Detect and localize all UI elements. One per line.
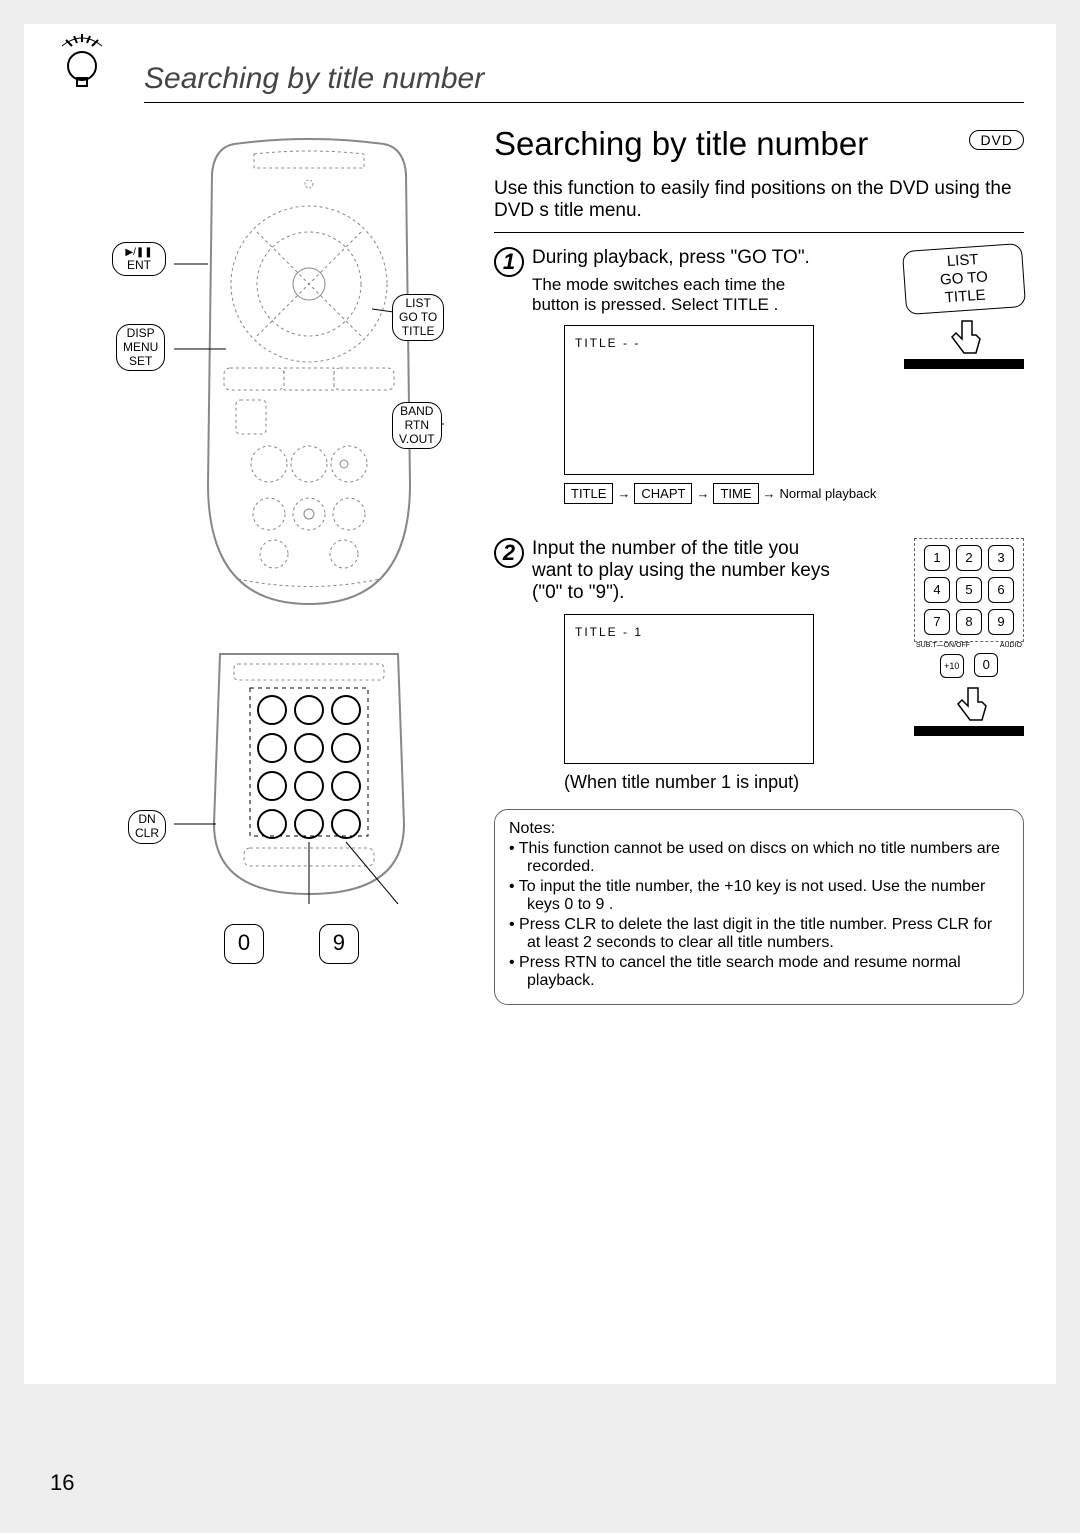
key-nine: 9 (319, 924, 359, 964)
arrow-icon: → (617, 486, 630, 501)
callout-list-goto-title: LIST GO TO TITLE (392, 294, 444, 341)
step-2-heading: Input the number of the title you want t… (532, 538, 842, 604)
step-2: 2 Input the number of the title you want… (494, 538, 1024, 793)
section-intro: Use this function to easily find positio… (494, 178, 1014, 222)
step-1-number: 1 (494, 247, 524, 277)
screen-1-text: TITLE - - (575, 336, 640, 350)
right-column: Searching by title number DVD Use this f… (494, 124, 1024, 1005)
hand-cursor-icon (948, 684, 992, 728)
arrow-icon: → (763, 486, 776, 501)
note-item: Press CLR to delete the last digit in th… (509, 916, 1009, 952)
note-item: Press RTN to cancel the title search mod… (509, 954, 1009, 990)
callout-dn-clr: DN CLR (128, 810, 166, 844)
section-rule (494, 232, 1024, 233)
key-zero: 0 (224, 924, 264, 964)
section-title: Searching by title number (494, 124, 1024, 164)
idea-icon (52, 32, 112, 92)
callout-disp-menu-set: DISP MENU SET (116, 324, 165, 371)
page-number: 16 (50, 1470, 74, 1496)
step-1-heading: During playback, press "GO TO". (532, 247, 832, 269)
page-title: Searching by title number (144, 62, 484, 96)
callout-ent: ▶/❚❚ ENT (112, 242, 166, 276)
keys-zero-nine: 0 9 (224, 924, 359, 964)
step-1-body: The mode switches each time the button i… (532, 275, 832, 315)
remote-upper-illustration (174, 134, 444, 614)
hand-cursor-icon (942, 317, 986, 361)
screen-title-1: TITLE - 1 (564, 614, 814, 764)
notes-title: Notes: (509, 820, 1009, 838)
step-1: 1 During playback, press "GO TO". The mo… (494, 247, 1024, 504)
screen-2-text: TITLE - 1 (575, 625, 643, 639)
arrow-icon: → (696, 486, 709, 501)
note-item: This function cannot be used on discs on… (509, 840, 1009, 876)
notes-box: Notes: This function cannot be used on d… (494, 809, 1024, 1005)
goto-button-illustration: LIST GO TO TITLE (904, 247, 1024, 369)
header-rule (144, 102, 1024, 103)
manual-page: Searching by title number (24, 24, 1056, 1384)
step-2-caption: (When title number 1 is input) (564, 772, 1024, 793)
play-pause-icon: ▶/❚❚ (125, 247, 152, 258)
screen-title-blank: TITLE - - (564, 325, 814, 475)
note-item: To input the title number, the +10 key i… (509, 878, 1009, 914)
mode-flow: TITLE → CHAPT → TIME → Normal playback (564, 483, 1024, 504)
callout-ent-label: ENT (127, 258, 151, 272)
dvd-badge: DVD (969, 130, 1024, 150)
step-2-number: 2 (494, 538, 524, 568)
number-keypad-illustration: 1 2 3 4 5 6 7 8 9 SUB.T—ON/OFF AUDIO +10… (914, 538, 1024, 737)
remote-lower-illustration (174, 644, 444, 904)
callout-band-rtn-vout: BAND RTN V.OUT (392, 402, 442, 449)
